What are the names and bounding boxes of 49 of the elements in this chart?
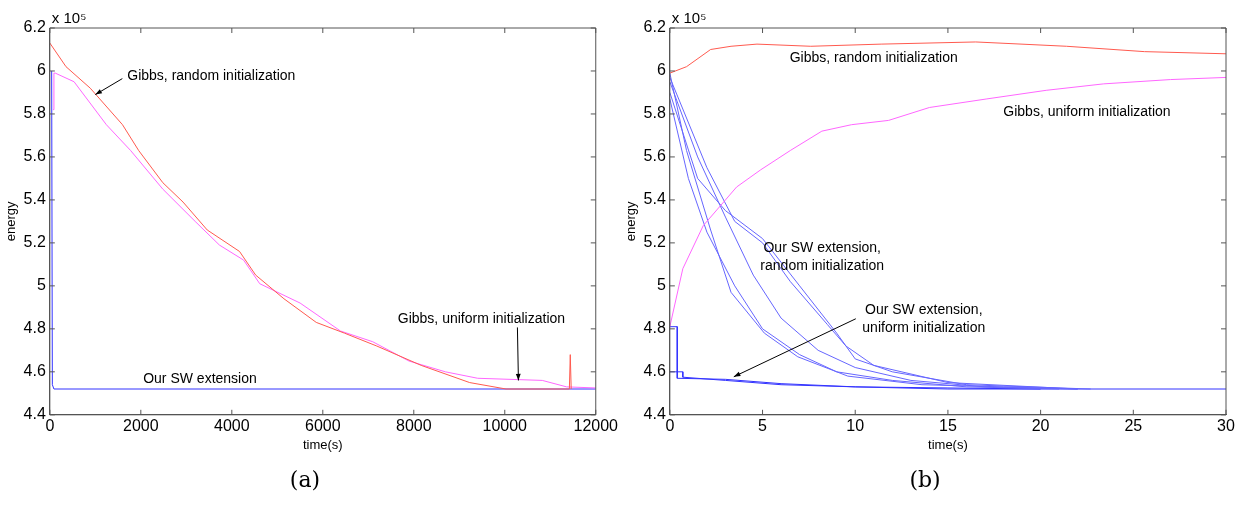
x-tick-label: 5 <box>758 416 768 434</box>
x-axis-title: time(s) <box>302 437 343 453</box>
y-tick-label: 4.8 <box>643 319 666 337</box>
annotation: Our SW extension, random initialization <box>760 239 885 274</box>
x-tick-label: 30 <box>1217 416 1235 434</box>
y-axis-title: energy <box>623 201 639 242</box>
y-tick-label: 6.2 <box>23 18 46 36</box>
x-tick-label: 2000 <box>123 416 159 434</box>
y-tick-label: 5.8 <box>643 104 666 122</box>
y-tick-label: 5.4 <box>23 190 46 208</box>
x-tick-label: 20 <box>1031 416 1050 434</box>
x-tick-label: 8000 <box>395 416 432 434</box>
text: (b) <box>909 466 941 492</box>
y-tick-label: 4.8 <box>23 319 46 337</box>
annotation: Gibbs, random initialization <box>789 49 958 66</box>
x-axis-title: time(s) <box>928 437 968 453</box>
y-tick-label: 5 <box>656 276 666 294</box>
y-tick-label: 5.2 <box>643 233 666 251</box>
annotation: Our SW extension, uniform initialization <box>862 300 986 335</box>
x-tick-label: 4000 <box>214 416 250 434</box>
y-tick-label: 6 <box>36 61 46 79</box>
text: x 10⁵ <box>671 8 707 26</box>
y-tick-label: 4.4 <box>23 405 46 423</box>
y-tick-label: 5.8 <box>23 104 46 122</box>
annotation: Gibbs, random initialization <box>127 67 296 84</box>
x-tick-label: 10 <box>846 416 865 434</box>
y-tick-label: 6.2 <box>643 18 666 36</box>
x-tick-label: 25 <box>1124 416 1143 434</box>
x-tick-label: 0 <box>45 416 55 434</box>
y-tick-label: 5.4 <box>643 190 666 208</box>
y-tick-label: 5.6 <box>23 147 46 165</box>
x-tick-label: 0 <box>665 416 675 434</box>
y-tick-label: 6 <box>656 61 666 79</box>
y-tick-label: 5.6 <box>643 147 666 165</box>
y-tick-label: 4.4 <box>643 405 666 423</box>
y-axis-title: energy <box>3 201 19 242</box>
x-tick-label: 15 <box>939 416 957 434</box>
y-tick-label: 5 <box>36 276 46 294</box>
annotation: Gibbs, uniform initialization <box>397 310 566 327</box>
text: x 10⁵ <box>51 8 87 26</box>
x-tick-label: 6000 <box>305 416 341 434</box>
annotation: Gibbs, uniform initialization <box>1003 103 1171 120</box>
y-tick-label: 4.6 <box>643 362 666 380</box>
x-tick-label: 12000 <box>573 416 619 434</box>
annotation: Our SW extension <box>143 369 257 386</box>
y-tick-label: 5.2 <box>23 233 46 251</box>
text: (a) <box>289 466 321 492</box>
y-tick-label: 4.6 <box>23 362 46 380</box>
x-tick-label: 10000 <box>482 416 528 434</box>
